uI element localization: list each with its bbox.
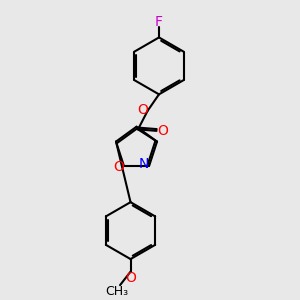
Text: O: O	[125, 271, 136, 285]
Text: O: O	[158, 124, 169, 138]
Text: F: F	[155, 15, 163, 29]
Text: CH₃: CH₃	[106, 285, 129, 298]
Text: N: N	[139, 157, 149, 171]
Text: O: O	[113, 160, 124, 174]
Text: O: O	[137, 103, 148, 117]
